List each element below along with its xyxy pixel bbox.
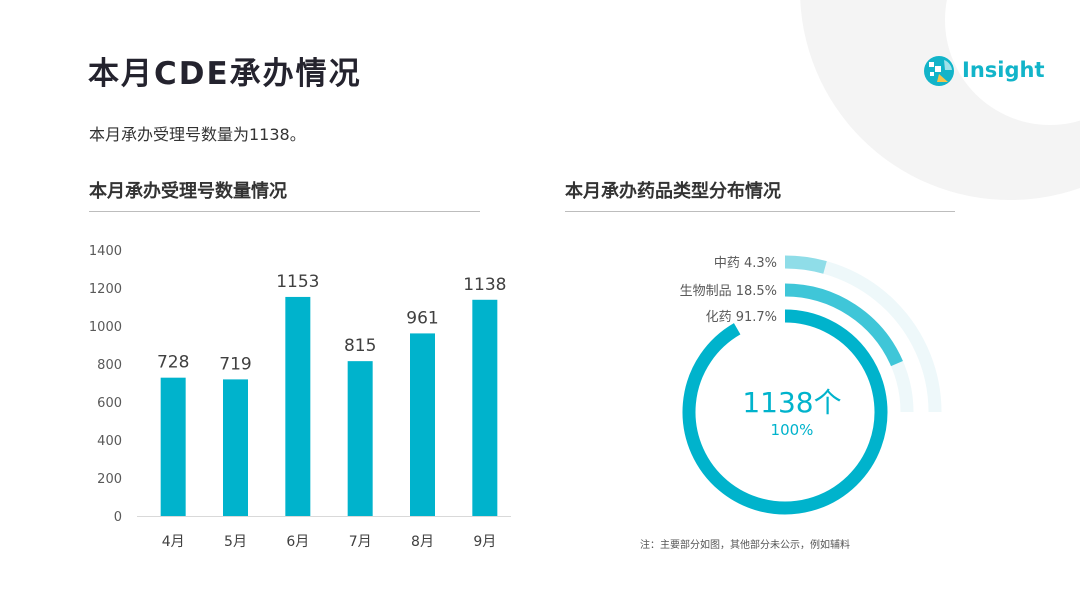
bar-4月 xyxy=(160,377,186,516)
page-title: 本月CDE承办情况 xyxy=(88,56,362,92)
bar-9月 xyxy=(472,299,498,516)
ring-化药 xyxy=(682,309,888,515)
y-tick-label: 600 xyxy=(97,396,122,411)
donut-chart-title: 本月承办药品类型分布情况 xyxy=(565,181,781,202)
ring-label: 中药 4.3% xyxy=(714,256,777,271)
data-label: 961 xyxy=(406,308,438,328)
bar-8月 xyxy=(410,333,435,516)
y-tick-label: 200 xyxy=(97,472,122,487)
y-tick-label: 0 xyxy=(114,510,122,525)
bar-chart-title: 本月承办受理号数量情况 xyxy=(89,181,287,202)
ring-生物制品 xyxy=(784,283,903,367)
x-tick-label: 5月 xyxy=(224,534,247,550)
data-label: 728 xyxy=(157,353,189,373)
footnote: 注：主要部分如图，其他部分未公示，例如辅料 xyxy=(640,540,850,551)
x-tick-label: 4月 xyxy=(162,534,185,550)
ring-中药 xyxy=(784,255,827,274)
bar-chart-divider xyxy=(89,211,480,212)
data-label: 1153 xyxy=(276,272,319,292)
ring-label: 生物制品 18.5% xyxy=(680,284,777,299)
y-tick-label: 1000 xyxy=(89,320,122,335)
summary-text: 本月承办受理号数量为1138。 xyxy=(89,125,306,144)
ring-label: 化药 91.7% xyxy=(706,310,777,325)
x-tick-label: 8月 xyxy=(411,534,434,550)
center-total-value: 1138个 xyxy=(742,386,841,419)
y-tick-label: 1400 xyxy=(89,244,122,259)
x-tick-label: 7月 xyxy=(349,534,372,550)
center-percent-value: 100% xyxy=(771,421,814,439)
data-label: 1138 xyxy=(463,275,506,295)
data-label: 815 xyxy=(344,336,376,356)
y-tick-label: 1200 xyxy=(89,282,122,297)
bar-7月 xyxy=(347,361,373,516)
x-tick-label: 6月 xyxy=(286,534,309,550)
bar-5月 xyxy=(223,379,248,516)
y-tick-label: 800 xyxy=(97,358,122,373)
x-tick-label: 9月 xyxy=(473,534,496,550)
data-label: 719 xyxy=(219,354,251,374)
donut-chart-divider xyxy=(565,211,955,212)
bar-6月 xyxy=(285,296,311,516)
logo-text: Insight xyxy=(962,58,1045,82)
insight-logo xyxy=(924,56,954,86)
y-tick-label: 400 xyxy=(97,434,122,449)
